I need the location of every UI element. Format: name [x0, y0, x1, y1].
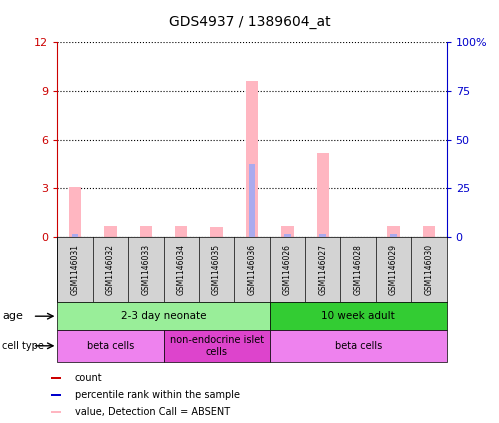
Text: beta cells: beta cells [87, 341, 134, 351]
Text: 2-3 day neonate: 2-3 day neonate [121, 311, 206, 321]
Text: GSM1146035: GSM1146035 [212, 244, 221, 295]
Bar [104, 225, 117, 237]
Bar [284, 234, 291, 237]
Text: non-endocrine islet
cells: non-endocrine islet cells [170, 335, 263, 357]
Bar [51, 377, 61, 379]
Bar [319, 234, 326, 237]
Text: GSM1146031: GSM1146031 [70, 244, 79, 295]
Bar [69, 187, 81, 237]
Bar [211, 227, 223, 237]
Text: GSM1146027: GSM1146027 [318, 244, 327, 295]
Text: GDS4937 / 1389604_at: GDS4937 / 1389604_at [169, 15, 330, 29]
Bar [269, 302, 447, 330]
Text: percentile rank within the sample: percentile rank within the sample [75, 390, 240, 400]
Text: GSM1146028: GSM1146028 [354, 244, 363, 295]
Text: GSM1146030: GSM1146030 [425, 244, 434, 295]
Bar [175, 225, 188, 237]
Text: 10 week adult: 10 week adult [321, 311, 395, 321]
Bar [269, 330, 447, 362]
Text: beta cells: beta cells [334, 341, 382, 351]
Bar [164, 330, 269, 362]
Text: cell type: cell type [2, 341, 44, 351]
Bar [51, 394, 61, 396]
Bar [72, 234, 78, 237]
Text: count: count [75, 373, 102, 383]
Text: GSM1146032: GSM1146032 [106, 244, 115, 295]
Text: age: age [2, 311, 23, 321]
Text: GSM1146029: GSM1146029 [389, 244, 398, 295]
Bar [57, 302, 269, 330]
Text: GSM1146026: GSM1146026 [283, 244, 292, 295]
Text: GSM1146034: GSM1146034 [177, 244, 186, 295]
Bar [51, 411, 61, 413]
Bar [316, 153, 329, 237]
Bar [246, 81, 258, 237]
Text: value, Detection Call = ABSENT: value, Detection Call = ABSENT [75, 407, 230, 417]
Bar [423, 225, 435, 237]
Bar [140, 225, 152, 237]
Text: GSM1146033: GSM1146033 [141, 244, 150, 295]
Bar [57, 330, 164, 362]
Bar [387, 225, 400, 237]
Bar [281, 225, 293, 237]
Bar [390, 234, 397, 237]
Text: GSM1146036: GSM1146036 [248, 244, 256, 295]
Bar [249, 164, 255, 237]
